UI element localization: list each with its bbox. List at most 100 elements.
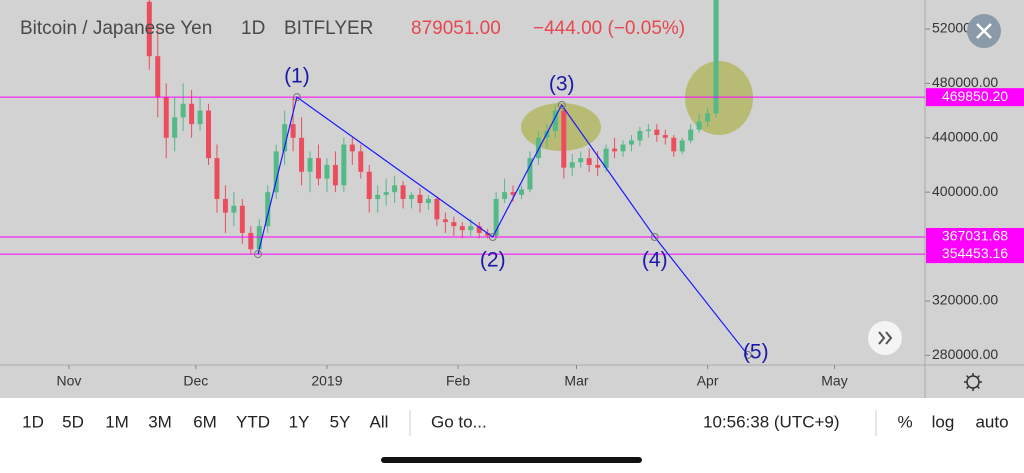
range-button[interactable]: 1M (105, 412, 129, 431)
candle-body (358, 151, 364, 172)
gear-teeth (964, 373, 982, 391)
candle-body (527, 158, 533, 190)
candle-body (586, 158, 592, 165)
wave-point (254, 250, 263, 259)
exchange: BITFLYER (284, 18, 373, 39)
x-tick-label: Dec (183, 373, 208, 389)
candle-body (409, 194, 415, 199)
range-button[interactable]: 5Y (330, 412, 351, 431)
candle-body (713, 0, 719, 114)
candle-body (366, 171, 372, 199)
x-tick-label: Feb (446, 373, 470, 389)
candle-body (654, 129, 660, 136)
wave-point (743, 350, 752, 359)
wave-label: (5) (743, 340, 769, 363)
candle-body (400, 185, 406, 199)
range-button[interactable]: 3M (148, 412, 172, 431)
candle-body (214, 158, 220, 199)
candle-body (222, 198, 228, 213)
candle-body (519, 189, 525, 195)
option-button[interactable]: log (932, 412, 955, 431)
wave-label: (1) (284, 65, 310, 88)
x-tick-label: Mar (564, 373, 588, 389)
candle-body (696, 121, 702, 130)
y-tick-label: 440000.00 (932, 128, 998, 144)
x-tick-label: Nov (56, 373, 81, 389)
range-button[interactable]: YTD (236, 412, 270, 431)
symbol: Bitcoin / Japanese Yen (20, 18, 212, 39)
candle-body (180, 103, 186, 118)
candle-body (155, 56, 161, 97)
candle-body (620, 144, 626, 152)
x-tick-label: 2019 (311, 373, 342, 389)
close-icon (976, 23, 992, 39)
candle-body (256, 226, 262, 250)
candle-body (662, 135, 668, 138)
settings-button[interactable] (964, 373, 982, 391)
wave-point (292, 93, 301, 102)
candle-body (535, 137, 541, 159)
candle-body (637, 130, 643, 141)
x-tick-label: May (821, 373, 847, 389)
price: 879051.00 (411, 18, 501, 39)
candle-body (172, 117, 178, 138)
candle-body (307, 158, 313, 172)
highlight (521, 103, 601, 151)
candle-body (146, 1, 152, 57)
candle-body (510, 192, 516, 195)
candle-body (628, 140, 634, 145)
candle-body (705, 113, 711, 122)
candle-body (332, 164, 338, 186)
candle-body (671, 137, 677, 152)
candle-body (425, 198, 431, 204)
candle-body (578, 158, 584, 163)
level-tag (926, 227, 1024, 246)
range-button[interactable]: 1Y (289, 412, 310, 431)
y-tick-label: 280000.00 (932, 346, 998, 362)
candle-body (315, 158, 321, 179)
range-button[interactable]: 5D (62, 412, 84, 431)
candle-body (383, 192, 389, 195)
range-button[interactable]: All (370, 412, 389, 431)
clock: 10:56:38 (UTC+9) (703, 412, 840, 431)
y-tick-label: 400000.00 (932, 183, 998, 199)
y-tick-label: 480000.00 (932, 74, 998, 90)
candle-body (375, 194, 381, 199)
candle-body (248, 232, 254, 250)
candle-body (341, 144, 347, 186)
candle-body (392, 185, 398, 193)
range-button[interactable]: 6M (193, 412, 217, 431)
change: −444.00 (−0.05%) (533, 18, 685, 39)
candle-body (197, 110, 203, 125)
candle-body (163, 96, 169, 138)
candle-body (485, 232, 491, 236)
candle-body (417, 194, 423, 204)
option-button[interactable]: auto (975, 412, 1008, 431)
level-label: 367031.68 (942, 228, 1008, 244)
candle-body (502, 192, 508, 199)
option-button[interactable]: % (897, 412, 912, 431)
candle-body (688, 129, 694, 141)
level-tag (926, 245, 1024, 264)
candle-body (552, 110, 558, 131)
wave-label: (3) (549, 73, 575, 96)
range-button[interactable]: 1D (22, 412, 44, 431)
candle-body (612, 148, 618, 152)
candle-body (231, 205, 237, 213)
candle-body (434, 198, 440, 220)
scroll-icon (878, 331, 893, 345)
level-label: 469850.20 (942, 88, 1008, 104)
wave-line (257, 96, 749, 356)
candle-body (189, 103, 195, 125)
wave-point (488, 232, 497, 241)
candle-body (493, 198, 499, 236)
goto-button[interactable]: Go to... (431, 412, 487, 431)
wave-point (650, 232, 659, 241)
home-indicator (381, 457, 642, 463)
wave-label: (4) (642, 249, 668, 272)
candle-body (282, 124, 288, 152)
candle-body (603, 148, 609, 168)
candle-body (459, 226, 465, 231)
candle-body (569, 162, 575, 168)
candle-body (324, 164, 330, 179)
